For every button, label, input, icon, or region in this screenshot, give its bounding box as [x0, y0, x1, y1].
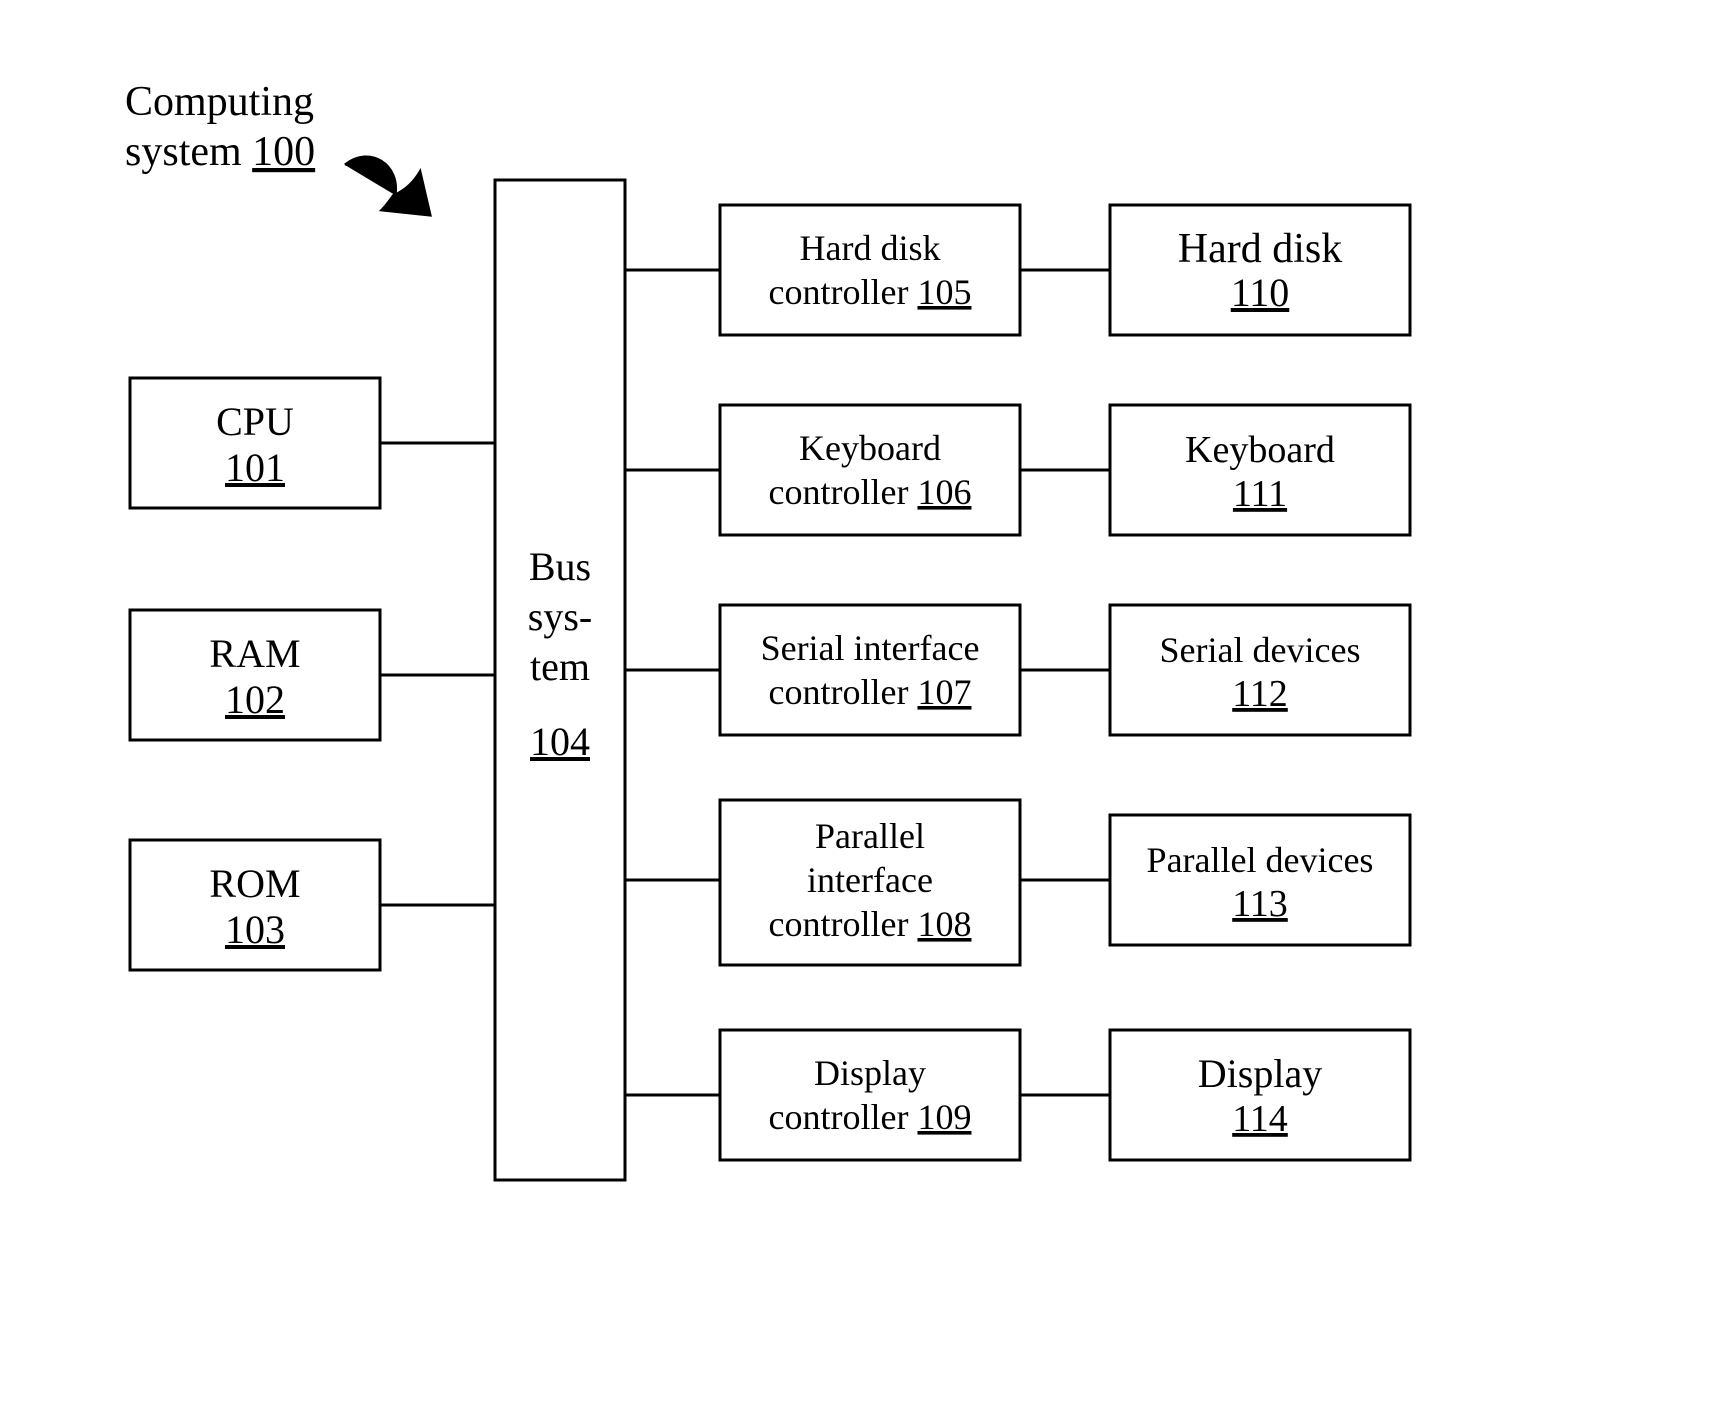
pd-ref: 113: [1232, 883, 1288, 925]
sd-ref: 112: [1232, 673, 1288, 715]
bus-label-3: tem: [530, 644, 590, 689]
pic-label-3: controller 108: [769, 904, 972, 944]
kb-label: Keyboard: [1185, 429, 1335, 471]
sd-block: [1110, 605, 1410, 735]
title-arrow-icon: [345, 157, 430, 215]
dpc-label-1: Display: [814, 1053, 926, 1093]
hdc-label-2: controller 105: [769, 272, 972, 312]
pd-block: [1110, 815, 1410, 945]
hd-label: Hard disk: [1178, 226, 1342, 272]
sd-label: Serial devices: [1160, 630, 1361, 670]
cpu-label: CPU: [216, 399, 294, 444]
rom-label: ROM: [209, 861, 300, 906]
kbc-label-2: controller 106: [769, 472, 972, 512]
bus-label-1: Bus: [529, 544, 591, 589]
hdc-label-1: Hard disk: [800, 228, 941, 268]
hdc-block: [720, 205, 1020, 335]
pd-label: Parallel devices: [1147, 840, 1374, 880]
hd-ref: 110: [1231, 270, 1290, 315]
ram-ref: 102: [225, 677, 285, 722]
sic-label-2: controller 107: [769, 672, 972, 712]
ram-label: RAM: [209, 631, 300, 676]
bus-ref: 104: [530, 719, 590, 764]
bus-label-2: sys-: [528, 594, 592, 639]
diagram-title-line1: Computing: [125, 79, 314, 125]
sic-block: [720, 605, 1020, 735]
kbc-block: [720, 405, 1020, 535]
kb-ref: 111: [1233, 473, 1287, 515]
pic-label-1: Parallel: [815, 816, 925, 856]
rom-ref: 103: [225, 907, 285, 952]
dpc-block: [720, 1030, 1020, 1160]
computing-system-diagram: Computingsystem 100 CPU101 RAM102 ROM103 Bus…: [0, 0, 1709, 1403]
sic-label-1: Serial interface: [761, 628, 980, 668]
pic-label-2: interface: [807, 860, 933, 900]
dpc-label-2: controller 109: [769, 1097, 972, 1137]
kbc-label-1: Keyboard: [799, 428, 941, 468]
dp-ref: 114: [1232, 1098, 1288, 1140]
dp-label: Display: [1198, 1051, 1322, 1096]
cpu-ref: 101: [225, 445, 285, 490]
diagram-title-line2: system 100: [125, 129, 315, 175]
